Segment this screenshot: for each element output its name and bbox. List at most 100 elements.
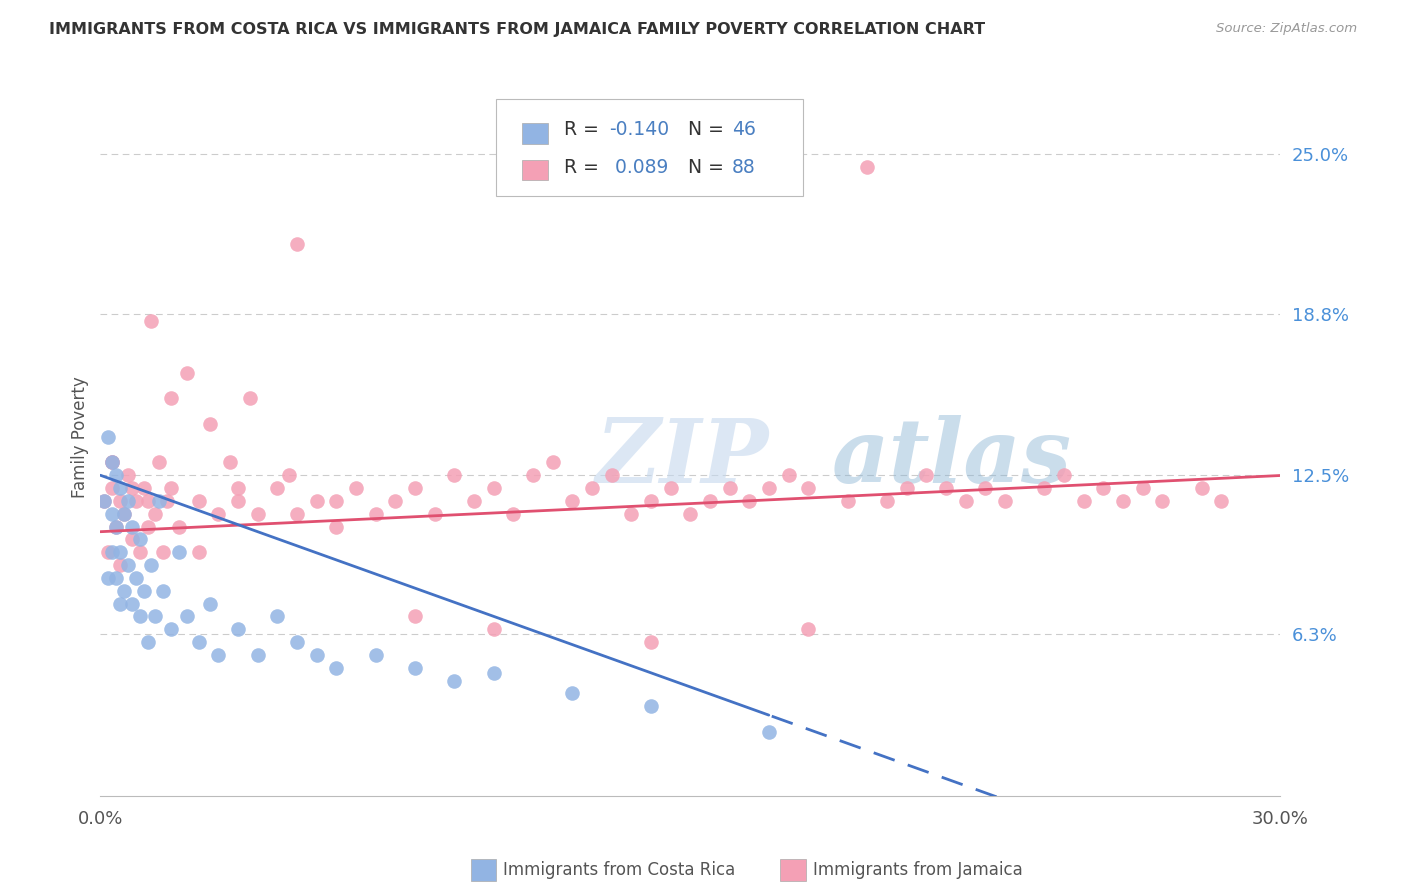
Point — [121, 519, 143, 533]
Point — [112, 507, 135, 521]
Point — [93, 494, 115, 508]
Point — [152, 583, 174, 598]
Point — [148, 455, 170, 469]
Point — [136, 635, 159, 649]
Point — [128, 609, 150, 624]
Point — [994, 494, 1017, 508]
Point — [207, 507, 229, 521]
Point — [160, 391, 183, 405]
Point — [915, 468, 938, 483]
Point — [128, 533, 150, 547]
Point — [278, 468, 301, 483]
Text: 0.089: 0.089 — [609, 158, 668, 177]
Point — [187, 494, 209, 508]
Point — [101, 455, 124, 469]
Point — [325, 661, 347, 675]
Point — [502, 507, 524, 521]
Point — [1132, 481, 1154, 495]
Point — [136, 494, 159, 508]
Point — [384, 494, 406, 508]
Point — [105, 571, 128, 585]
Point — [640, 635, 662, 649]
Point — [101, 455, 124, 469]
Point — [1053, 468, 1076, 483]
Point — [141, 558, 163, 572]
Point — [482, 622, 505, 636]
Text: 88: 88 — [731, 158, 755, 177]
Text: Source: ZipAtlas.com: Source: ZipAtlas.com — [1216, 22, 1357, 36]
Point — [187, 635, 209, 649]
Point — [97, 545, 120, 559]
Point — [955, 494, 977, 508]
Text: IMMIGRANTS FROM COSTA RICA VS IMMIGRANTS FROM JAMAICA FAMILY POVERTY CORRELATION: IMMIGRANTS FROM COSTA RICA VS IMMIGRANTS… — [49, 22, 986, 37]
Point — [160, 622, 183, 636]
Point — [101, 507, 124, 521]
Point — [101, 481, 124, 495]
Point — [108, 481, 131, 495]
Point — [561, 686, 583, 700]
Point — [797, 481, 820, 495]
Point — [105, 468, 128, 483]
Point — [145, 609, 167, 624]
Y-axis label: Family Poverty: Family Poverty — [72, 376, 89, 498]
Text: N =: N = — [676, 120, 730, 138]
Point — [640, 494, 662, 508]
Point — [620, 507, 643, 521]
Point — [1033, 481, 1056, 495]
Point — [364, 507, 387, 521]
Point — [974, 481, 997, 495]
Point — [443, 673, 465, 688]
Point — [758, 725, 780, 739]
Point — [778, 468, 800, 483]
Point — [121, 533, 143, 547]
Text: -0.140: -0.140 — [609, 120, 669, 138]
Point — [285, 507, 308, 521]
Point — [219, 455, 242, 469]
Point — [1112, 494, 1135, 508]
Point — [404, 661, 426, 675]
Point — [117, 468, 139, 483]
Point — [108, 545, 131, 559]
Point — [325, 519, 347, 533]
Point — [640, 699, 662, 714]
Point — [679, 507, 702, 521]
Point — [132, 583, 155, 598]
Point — [101, 545, 124, 559]
Point — [148, 494, 170, 508]
Point — [136, 519, 159, 533]
Point — [896, 481, 918, 495]
Point — [132, 481, 155, 495]
Point — [758, 481, 780, 495]
Point — [246, 648, 269, 662]
Point — [482, 481, 505, 495]
Point — [117, 494, 139, 508]
Point — [600, 468, 623, 483]
Point — [699, 494, 721, 508]
Point — [167, 545, 190, 559]
Point — [443, 468, 465, 483]
FancyBboxPatch shape — [522, 123, 547, 144]
Point — [541, 455, 564, 469]
Point — [404, 609, 426, 624]
Point — [176, 366, 198, 380]
Point — [1152, 494, 1174, 508]
Point — [522, 468, 544, 483]
Point — [876, 494, 898, 508]
Point — [93, 494, 115, 508]
Point — [797, 622, 820, 636]
Point — [226, 494, 249, 508]
Text: Immigrants from Costa Rica: Immigrants from Costa Rica — [503, 861, 735, 879]
Point — [156, 494, 179, 508]
Point — [423, 507, 446, 521]
Point — [305, 494, 328, 508]
Point — [404, 481, 426, 495]
Point — [344, 481, 367, 495]
Point — [285, 237, 308, 252]
Point — [1191, 481, 1213, 495]
Point — [1092, 481, 1115, 495]
Point — [207, 648, 229, 662]
Point — [266, 609, 288, 624]
FancyBboxPatch shape — [522, 160, 547, 180]
Point — [305, 648, 328, 662]
Point — [112, 507, 135, 521]
